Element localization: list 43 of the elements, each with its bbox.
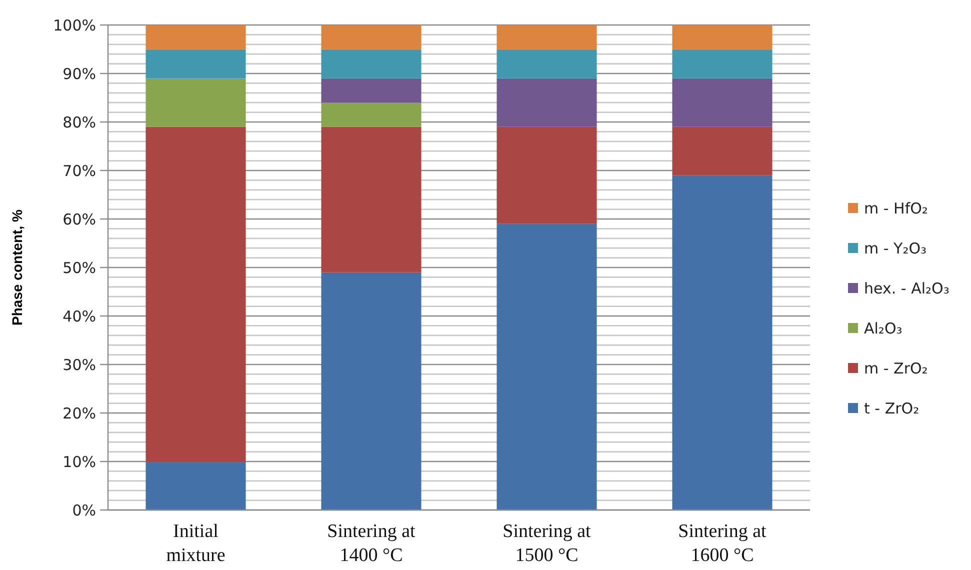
bar bbox=[496, 49, 597, 78]
y-tick-label: 100% bbox=[53, 16, 96, 34]
y-tick-label: 80% bbox=[62, 113, 96, 132]
bar bbox=[321, 102, 422, 127]
bar bbox=[496, 25, 597, 50]
y-axis-title: Phase content, % bbox=[9, 208, 25, 326]
bar bbox=[672, 175, 772, 510]
bar bbox=[672, 126, 772, 176]
y-tick-label: 20% bbox=[62, 404, 96, 422]
y-tick-label: 0% bbox=[72, 501, 96, 520]
bar bbox=[321, 272, 422, 510]
bar bbox=[496, 126, 597, 224]
legend-label: t - ZrO₂ bbox=[864, 399, 920, 418]
bar bbox=[321, 25, 422, 50]
bar bbox=[321, 78, 422, 103]
y-tick-label: 30% bbox=[62, 356, 96, 374]
legend-label: m - HfO₂ bbox=[864, 199, 928, 218]
y-tick-label: 40% bbox=[62, 307, 96, 326]
bar bbox=[496, 78, 597, 127]
bar bbox=[146, 49, 246, 78]
bar bbox=[672, 25, 772, 50]
bar bbox=[146, 25, 246, 50]
x-tick-label: Sintering at 1400 °C bbox=[327, 521, 416, 566]
x-tick-label: Sintering at 1500 °C bbox=[502, 521, 592, 566]
x-tick-label: Initial mixture bbox=[166, 521, 226, 566]
bar bbox=[146, 126, 246, 462]
legend-label: hex. - Al₂O₃ bbox=[864, 279, 950, 298]
bar bbox=[496, 224, 597, 510]
legend-label: m - Y₂O₃ bbox=[864, 239, 927, 258]
y-tick-label: 10% bbox=[62, 452, 96, 471]
bar bbox=[146, 78, 246, 127]
y-tick-label: 60% bbox=[62, 210, 96, 228]
y-tick-label: 90% bbox=[62, 64, 96, 83]
bar bbox=[672, 78, 772, 127]
x-tick-label: Sintering at 1600 °C bbox=[678, 521, 768, 566]
bar bbox=[321, 49, 422, 78]
legend-label: m - ZrO₂ bbox=[864, 359, 928, 378]
bar bbox=[321, 126, 422, 272]
legend-label: Al₂O₃ bbox=[864, 319, 902, 338]
y-tick-label: 50% bbox=[62, 258, 96, 277]
bar bbox=[146, 462, 246, 510]
y-tick-label: 70% bbox=[62, 162, 96, 180]
bar bbox=[672, 49, 772, 78]
